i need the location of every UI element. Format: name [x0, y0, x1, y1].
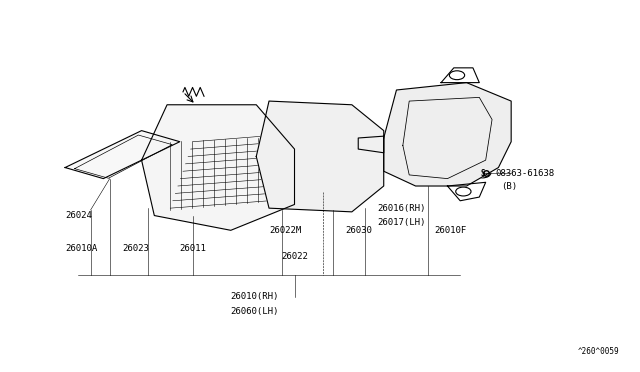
Text: 26060(LH): 26060(LH) [231, 307, 279, 316]
Text: 26010A: 26010A [65, 244, 97, 253]
Text: 26022: 26022 [282, 251, 308, 261]
Text: 26023: 26023 [122, 244, 149, 253]
Text: 26024: 26024 [65, 211, 92, 220]
Text: 26010(RH): 26010(RH) [231, 292, 279, 301]
Polygon shape [256, 101, 384, 212]
Text: ^260^0059: ^260^0059 [578, 347, 620, 356]
Text: S: S [480, 169, 485, 177]
Polygon shape [384, 83, 511, 186]
Text: 26017(LH): 26017(LH) [378, 218, 426, 227]
Text: 26030: 26030 [346, 226, 372, 235]
Text: 26016(RH): 26016(RH) [378, 203, 426, 213]
Text: 26022M: 26022M [269, 226, 301, 235]
Polygon shape [65, 131, 180, 179]
Polygon shape [141, 105, 294, 230]
Text: 08363-61638: 08363-61638 [495, 169, 554, 177]
Text: 26010F: 26010F [435, 226, 467, 235]
Text: (B): (B) [502, 182, 518, 190]
Text: 26011: 26011 [180, 244, 207, 253]
